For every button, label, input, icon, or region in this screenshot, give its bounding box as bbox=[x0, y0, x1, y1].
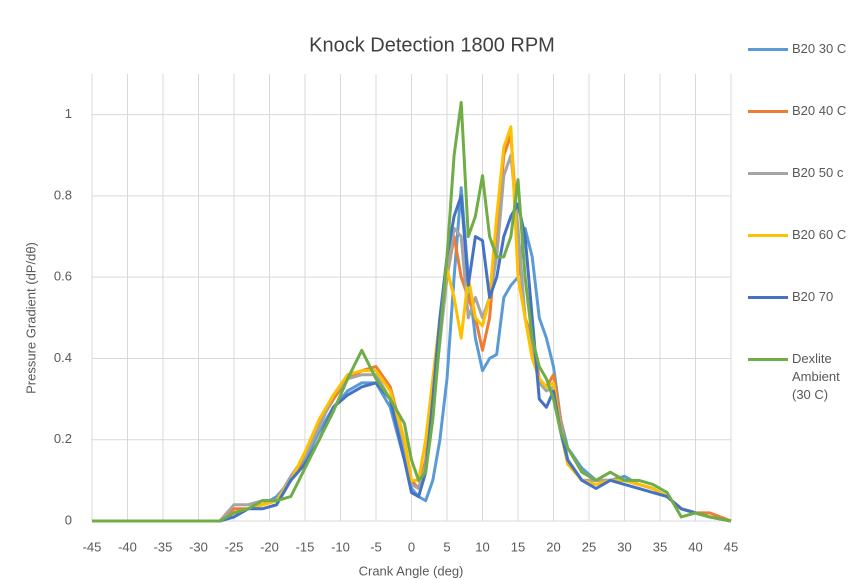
legend-swatch bbox=[748, 172, 788, 175]
legend-swatch bbox=[748, 296, 788, 299]
legend-item: B20 40 C bbox=[748, 102, 858, 164]
legend-item: B20 70 bbox=[748, 288, 858, 350]
x-tick-label: 20 bbox=[546, 539, 560, 554]
y-tick-label: 0.6 bbox=[54, 269, 72, 284]
legend-label: B20 40 C bbox=[792, 103, 847, 118]
x-tick-label: -5 bbox=[370, 539, 382, 554]
x-tick-label: 30 bbox=[617, 539, 631, 554]
series-line bbox=[92, 194, 732, 523]
x-tick-label: 5 bbox=[443, 539, 450, 554]
legend-label: Dexlite Ambient (30 C) bbox=[792, 351, 840, 402]
legend-label: B20 70 bbox=[792, 289, 834, 304]
y-tick-label: 1 bbox=[65, 106, 72, 121]
x-tick-label: -20 bbox=[260, 539, 279, 554]
legend-item: B20 60 C bbox=[748, 226, 858, 288]
chart-title: Knock Detection 1800 RPM bbox=[309, 34, 555, 56]
legend-label: B20 30 C bbox=[792, 41, 847, 56]
legend-swatch bbox=[748, 234, 788, 237]
x-tick-label: -30 bbox=[189, 539, 208, 554]
legend-swatch bbox=[748, 110, 788, 113]
x-tick-label: 35 bbox=[653, 539, 667, 554]
y-tick-label: 0 bbox=[65, 512, 72, 527]
legend-label: B20 60 C bbox=[792, 227, 847, 242]
x-tick-label: -15 bbox=[296, 539, 315, 554]
y-tick-label: 0.4 bbox=[54, 350, 72, 365]
legend-swatch bbox=[748, 358, 788, 361]
legend-label: B20 50 c bbox=[792, 165, 844, 180]
legend: B20 30 C B20 40 C B20 50 c B20 60 C B20 70 De… bbox=[748, 40, 858, 412]
x-tick-label: 25 bbox=[582, 539, 596, 554]
x-tick-label: 45 bbox=[724, 539, 738, 554]
legend-item: B20 30 C bbox=[748, 40, 858, 102]
y-axis-label: Pressure Gradient (dP/dθ) bbox=[23, 242, 38, 394]
legend-item: B20 50 c bbox=[748, 164, 858, 226]
x-tick-label: 0 bbox=[408, 539, 415, 554]
legend-swatch bbox=[748, 48, 788, 51]
x-tick-label: 15 bbox=[511, 539, 525, 554]
x-tick-label: 40 bbox=[688, 539, 702, 554]
legend-item: Dexlite Ambient (30 C) bbox=[748, 350, 858, 412]
x-tick-label: -40 bbox=[118, 539, 137, 554]
x-tick-label: -25 bbox=[225, 539, 244, 554]
series-line bbox=[92, 100, 732, 523]
x-axis-label: Crank Angle (deg) bbox=[359, 563, 464, 578]
x-tick-label: -45 bbox=[83, 539, 102, 554]
x-tick-label: -35 bbox=[154, 539, 173, 554]
y-tick-label: 0.8 bbox=[54, 187, 72, 202]
y-tick-label: 0.2 bbox=[54, 431, 72, 446]
x-tick-label: 10 bbox=[475, 539, 489, 554]
x-tick-label: -10 bbox=[331, 539, 350, 554]
